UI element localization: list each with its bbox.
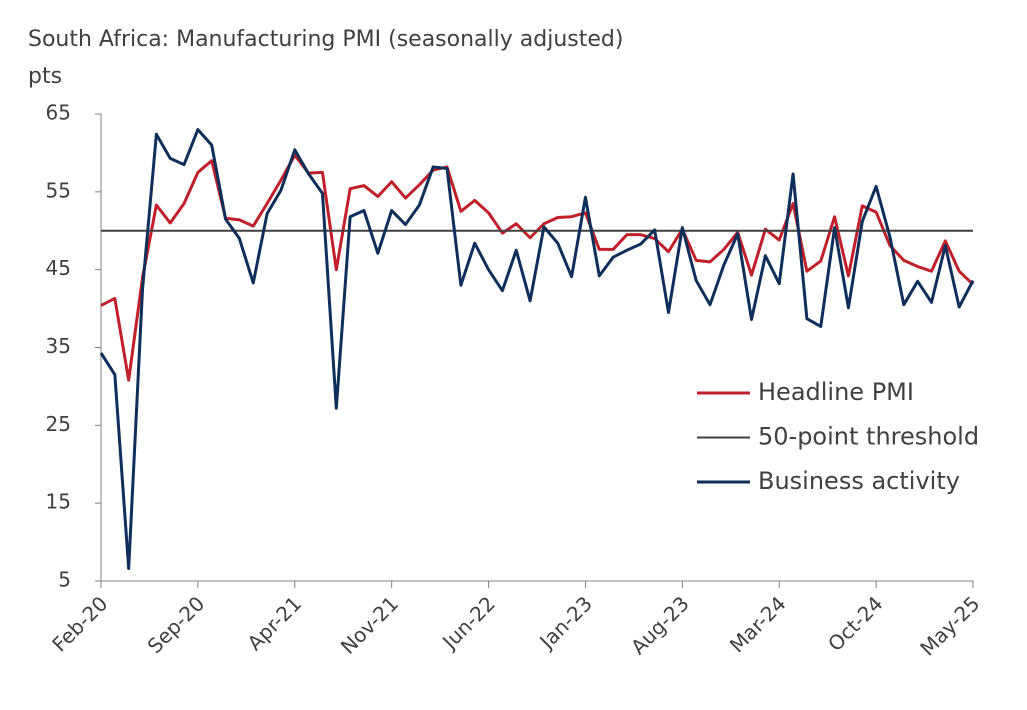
x-tick-label: Oct-24: [823, 591, 888, 656]
y-tick-label: 5: [58, 568, 71, 592]
x-tick-label: Jun-22: [436, 591, 500, 655]
y-tick-label: 65: [46, 101, 71, 125]
legend-label: Business activity: [758, 467, 960, 495]
legend-label: 50-point threshold: [758, 423, 979, 451]
x-tick-label: Nov-21: [336, 591, 403, 658]
chart-title: South Africa: Manufacturing PMI (seasona…: [28, 27, 623, 52]
x-tick-label: Feb-20: [47, 591, 112, 656]
legend-label: Headline PMI: [758, 378, 914, 406]
y-tick-label: 25: [46, 412, 71, 436]
y-axis-label: pts: [28, 64, 62, 89]
x-tick-label: Aug-23: [626, 591, 694, 659]
y-tick-label: 45: [46, 256, 71, 280]
x-tick-label: Mar-24: [725, 591, 791, 657]
series-line: [99, 128, 975, 571]
x-tick-label: Apr-21: [243, 591, 307, 655]
x-tick-label: May-25: [915, 591, 984, 660]
x-tick-label: Jan-23: [534, 591, 597, 654]
y-tick-label: 55: [46, 178, 71, 202]
x-tick-label: Sep-20: [143, 591, 210, 658]
y-tick-label: 15: [46, 490, 71, 514]
y-tick-label: 35: [46, 334, 71, 358]
